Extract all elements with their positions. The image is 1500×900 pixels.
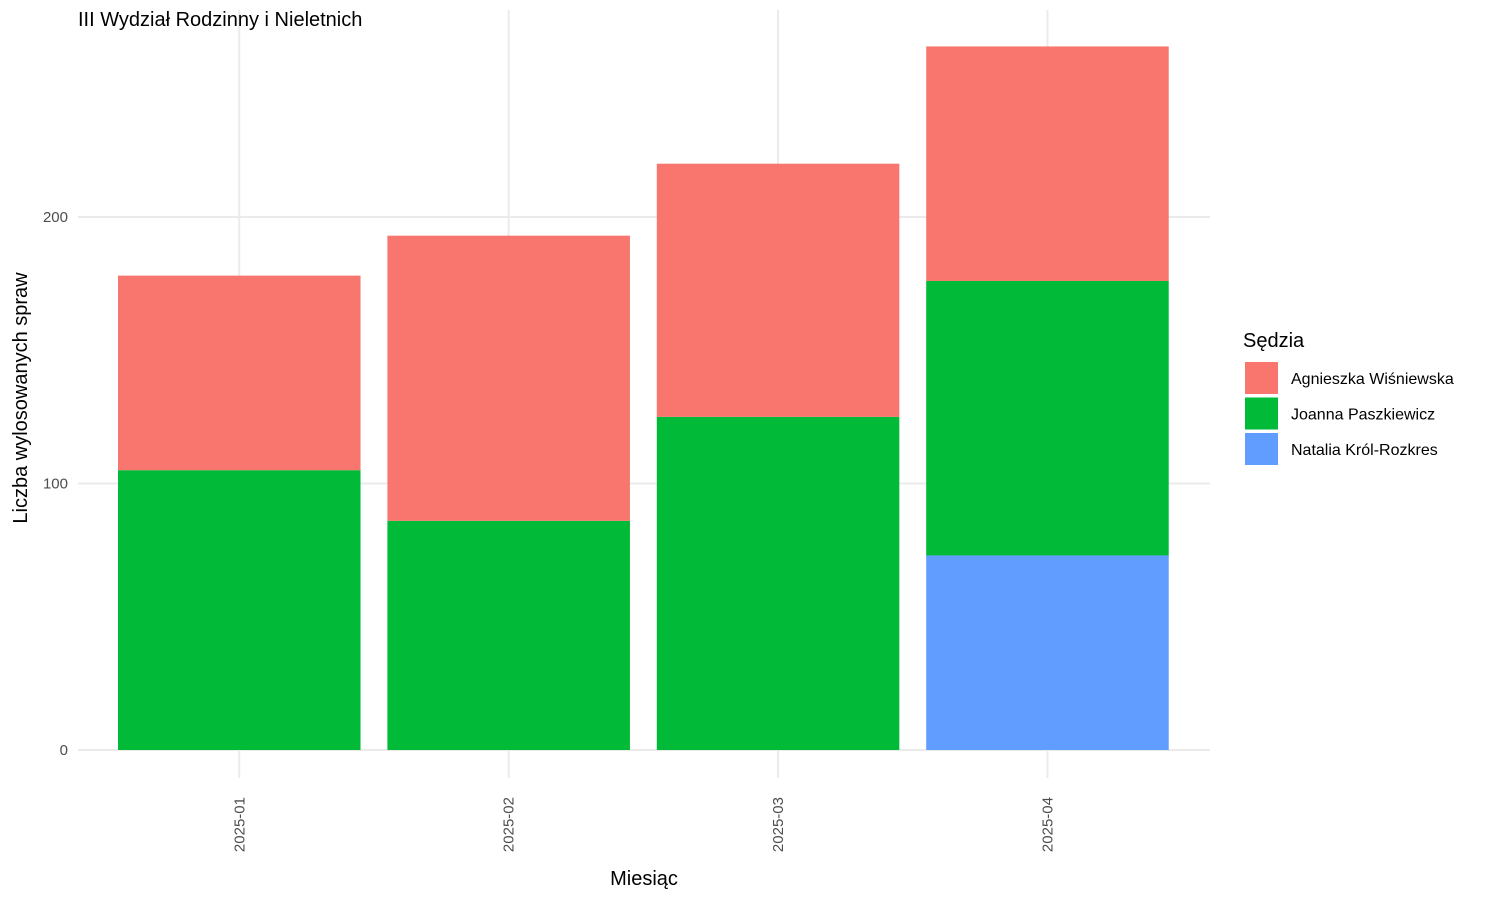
x-tick-label: 2025-01	[231, 797, 248, 852]
bar-segment	[656, 163, 900, 417]
x-axis-title: Miesiąc	[610, 868, 678, 890]
x-tick-label: 2025-03	[770, 797, 787, 852]
bar-stacks	[118, 46, 1169, 750]
y-axis-ticks: 0 100 200	[43, 209, 68, 759]
bar-segment	[387, 235, 630, 521]
legend-key	[1245, 433, 1278, 465]
chart-title: III Wydział Rodzinny i Nieletnich	[78, 9, 362, 31]
x-axis-ticks: 2025-01 2025-02 2025-03 2025-04	[231, 797, 1056, 852]
legend-key	[1245, 397, 1278, 430]
y-axis-title: Liczba wylosowanych spraw	[10, 272, 32, 524]
x-tick-label: 2025-04	[1039, 797, 1056, 852]
bar-segment	[656, 416, 900, 750]
legend-title: Sędzia	[1243, 330, 1305, 352]
bar-segment	[118, 275, 361, 471]
y-tick-label: 0	[60, 742, 68, 759]
bar-segment	[387, 520, 630, 750]
y-tick-label: 200	[43, 209, 68, 226]
legend-label: Agnieszka Wiśniewska	[1291, 371, 1454, 388]
bar-segment	[926, 46, 1169, 281]
bar-segment	[926, 555, 1169, 750]
bar-segment	[926, 280, 1169, 556]
x-tick-label: 2025-02	[501, 797, 518, 852]
legend: Sędzia Agnieszka Wiśniewska Joanna Paszki…	[1243, 330, 1454, 465]
legend-label: Natalia Król-Rozkres	[1291, 442, 1438, 459]
y-tick-label: 100	[43, 476, 68, 493]
legend-key	[1245, 362, 1278, 394]
bar-segment	[118, 470, 361, 750]
legend-label: Joanna Paszkiewicz	[1291, 407, 1435, 424]
